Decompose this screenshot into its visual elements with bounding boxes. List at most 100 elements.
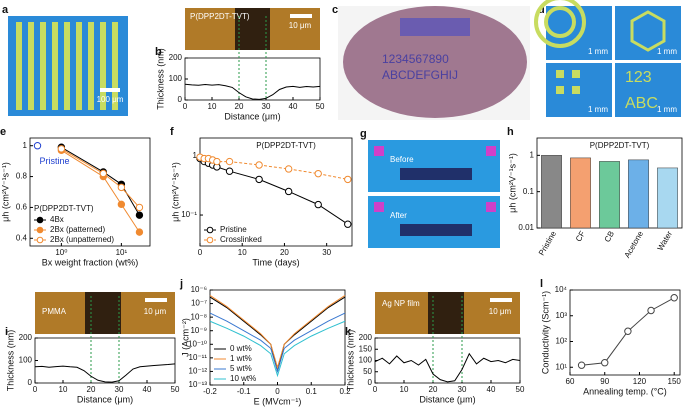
scale-bar — [100, 88, 120, 92]
x-tick-label: 30 — [262, 102, 271, 111]
x-tick-label: 10⁰ — [55, 248, 67, 257]
y-tick-label: 10⁻⁹ — [190, 326, 207, 335]
series-line — [199, 158, 349, 225]
x-tick-label: 10 — [238, 248, 247, 257]
series-line — [209, 312, 346, 374]
y-axis-label: Thickness (nm) — [345, 330, 355, 392]
x-tick-label: 0 — [198, 248, 203, 257]
panel-b-photo: P(DPP2DT-TVT) 10 μm — [185, 8, 320, 50]
x-tick-label: 60 — [566, 377, 575, 386]
y-tick-label: 200 — [19, 333, 33, 342]
marker — [284, 187, 293, 196]
legend-label: Pristine — [220, 225, 247, 234]
y-tick-label: 100 — [359, 356, 373, 365]
plot-frame — [34, 337, 176, 384]
scale-label: 1 mm — [657, 47, 677, 56]
series-line — [184, 83, 321, 100]
legend-label: 5 wt% — [230, 364, 252, 373]
y-tick-label: 10³ — [555, 311, 567, 320]
panel-c: c 1234567890 ABCDEFGHIJ — [332, 4, 530, 120]
x-axis-label: Distance (μm) — [224, 111, 280, 121]
x-axis-label: Time (days) — [252, 257, 299, 267]
marker — [99, 169, 108, 178]
legend-label: 0 wt% — [230, 344, 252, 353]
photo-label: P(DPP2DT-TVT) — [190, 12, 250, 21]
y-tick-label: 0 — [28, 378, 33, 387]
x-tick-label: 30 — [322, 248, 331, 257]
y-tick-label: 200 — [169, 53, 183, 62]
panel-label: a — [2, 4, 9, 16]
y-tick-label: 10⁻¹⁰ — [188, 339, 207, 348]
y-tick-label: 150 — [359, 344, 373, 353]
x-tick-label: 10 — [208, 102, 217, 111]
marker — [117, 183, 126, 192]
series-line — [61, 148, 140, 208]
x-tick-label: Water — [656, 229, 674, 252]
scale-label: 100 μm — [97, 95, 124, 104]
bar — [628, 159, 649, 229]
legend-label: 2Bx (unpatterned) — [50, 235, 114, 244]
legend-marker — [36, 216, 44, 224]
wafer-text: ABCDEFGHIJ — [382, 68, 458, 82]
legend-marker — [36, 226, 44, 234]
x-tick-label: 40 — [289, 102, 298, 111]
bar — [570, 157, 591, 229]
marker — [577, 361, 586, 369]
chart-title: P(DPP2DT-TVT) — [590, 141, 650, 150]
panel-label: j — [179, 278, 183, 290]
y-axis-label: Thickness (nm) — [155, 48, 165, 110]
bar — [657, 167, 678, 229]
y-tick-label: 100 — [169, 74, 183, 83]
panel-label: b — [155, 46, 162, 58]
legend-label: 10 wt% — [230, 374, 256, 383]
x-tick-label: 0 — [183, 102, 188, 111]
y-tick-label: 100 — [19, 356, 33, 365]
x-axis-label: Bx weight fraction (wt%) — [42, 257, 139, 267]
chart: j 10⁻¹³ 10⁻¹² 10⁻¹¹ 10⁻¹⁰ 10⁻⁹ 10⁻⁸ 10⁻⁷ 10⁻⁶ -0.… — [179, 278, 351, 406]
x-tick-label: 90 — [600, 377, 609, 386]
x-tick-label: 20 — [280, 248, 289, 257]
marker — [225, 167, 234, 175]
x-tick-label: 30 — [115, 385, 124, 394]
y-tick-label: 10⁴ — [555, 285, 568, 294]
photo-label: After — [390, 211, 407, 220]
marker — [213, 157, 221, 166]
x-tick-label: Acetone — [623, 229, 646, 259]
series-line — [34, 363, 176, 383]
y-tick-label: 10⁻⁶ — [191, 285, 207, 294]
marker — [135, 203, 144, 212]
panel-label: e — [0, 126, 6, 138]
panel-i-photo: PMMA 10 μm — [35, 292, 175, 334]
marker — [255, 161, 263, 169]
x-tick-label: 20 — [235, 102, 244, 111]
chart: b 0 100 200 0 10 20 30 40 50 Distance (μm) Thicknes… — [155, 16, 325, 121]
scratch — [235, 8, 270, 50]
series-line — [209, 294, 346, 370]
x-axis-label: E (MVcm⁻¹) — [254, 396, 302, 406]
y-tick-label: 10¹ — [555, 362, 567, 371]
series-line — [209, 320, 346, 378]
x-tick-label: 40 — [487, 385, 496, 394]
pattern — [400, 18, 470, 36]
y-tick-label: 0 — [178, 95, 183, 104]
x-tick-label: Pristine — [537, 229, 558, 257]
y-tick-label: 0.4 — [16, 233, 28, 242]
panel-label: f — [170, 126, 174, 138]
x-tick-label: 120 — [633, 377, 647, 386]
photo-label: Before — [390, 155, 414, 164]
x-axis-label: Annealing temp. (°C) — [583, 386, 667, 396]
x-tick-label: -0.2 — [203, 387, 217, 396]
x-tick-label: 10 — [400, 385, 409, 394]
x-tick-label: 10 — [59, 385, 68, 394]
y-tick-label: 0.01 — [518, 223, 534, 232]
y-axis-label: Thickness (nm) — [5, 330, 15, 392]
marker — [284, 165, 293, 173]
x-tick-label: 0.2 — [339, 387, 351, 396]
panel-label: l — [540, 278, 543, 290]
x-tick-label: CB — [603, 230, 616, 244]
legend-marker — [206, 226, 214, 234]
photo-label: Ag NP film — [382, 299, 420, 308]
x-tick-label: 10¹ — [116, 248, 128, 257]
